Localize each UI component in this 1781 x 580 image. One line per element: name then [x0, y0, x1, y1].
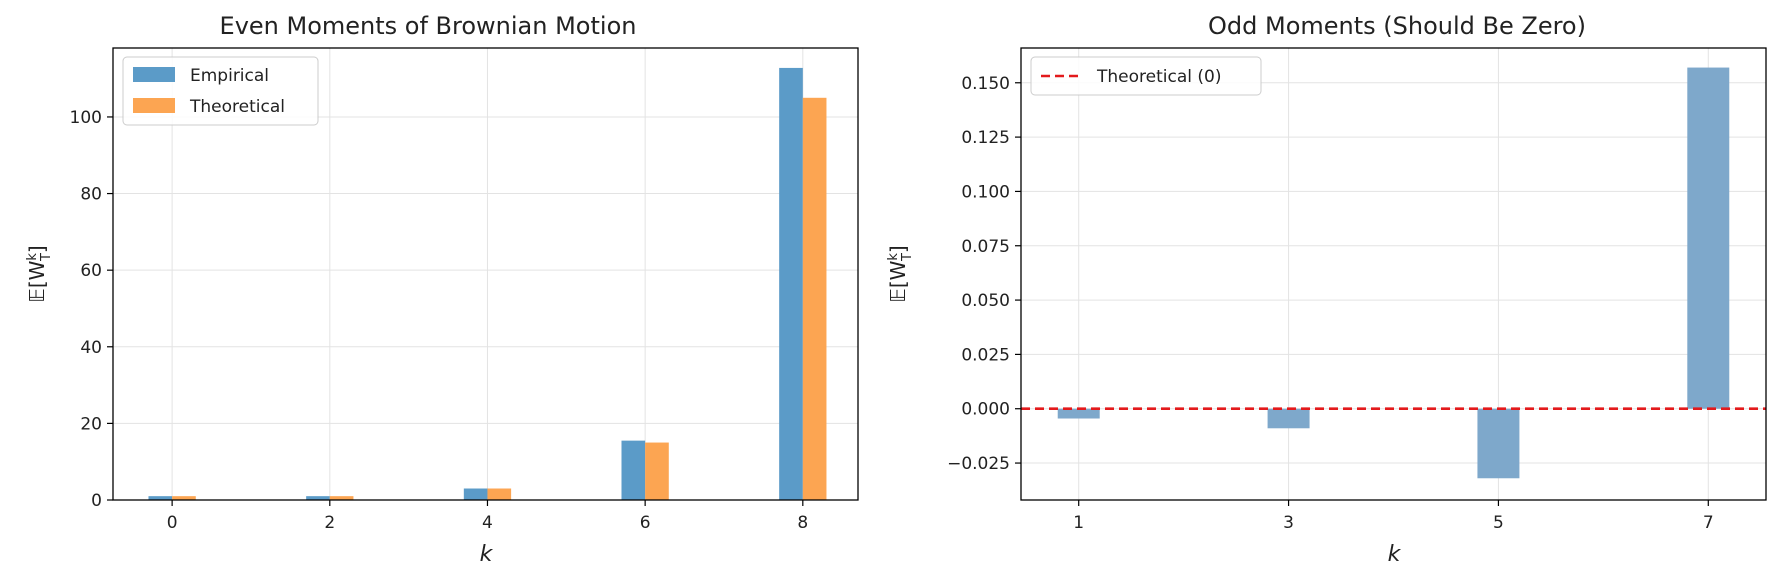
y-axis-label: 𝔼[WkT]: [886, 245, 915, 302]
x-tick-label: 7: [1703, 513, 1714, 533]
chart-title: Even Moments of Brownian Motion: [220, 12, 637, 40]
y-tick-label: 0.125: [961, 128, 1010, 148]
y-tick-label: 100: [70, 108, 102, 128]
y-tick-label: 20: [80, 414, 102, 434]
x-tick-label: 8: [797, 513, 808, 533]
x-tick-label: 0: [167, 513, 178, 533]
y-axis-label: 𝔼[WkT]: [25, 245, 54, 302]
legend-swatch-empirical: [133, 67, 175, 82]
bar-theoretical-k0: [172, 496, 196, 500]
x-tick-label: 1: [1073, 513, 1084, 533]
y-tick-label: 60: [80, 261, 102, 281]
y-tick-label: 40: [80, 338, 102, 358]
y-tick-label: 0.025: [961, 345, 1010, 365]
legend: Empirical Theoretical: [122, 56, 319, 126]
bar-empirical-k4: [463, 488, 488, 500]
bar-empirical-k3: [1267, 408, 1310, 429]
bar-theoretical-k6: [645, 442, 669, 500]
bar-theoretical-k8: [802, 97, 827, 501]
y-axis-ticks: −0.025 0.000 0.025 0.050 0.075 0.100 0.125 0.15…: [947, 74, 1021, 474]
x-axis-label: k: [480, 542, 494, 567]
y-tick-label: 0: [91, 491, 102, 511]
bar-empirical-k7: [1687, 67, 1730, 409]
plot-frame: [1020, 47, 1767, 501]
bar-empirical-k8: [779, 67, 803, 501]
y-tick-label: 0.000: [961, 400, 1010, 420]
legend-label-theoretical: Theoretical (0): [1096, 67, 1221, 87]
bar-empirical-k1: [1057, 408, 1100, 419]
y-tick-label: 0.075: [961, 237, 1010, 257]
x-tick-label: 2: [324, 513, 335, 533]
bar-theoretical-k2: [329, 496, 354, 500]
x-axis-ticks: 1 3 5 7: [1073, 500, 1714, 533]
legend-box: [1030, 56, 1262, 96]
legend-label-empirical: Empirical: [190, 66, 269, 86]
bars: [1057, 67, 1730, 479]
bar-empirical-k0: [148, 496, 173, 500]
bars: [148, 67, 827, 501]
y-axis-ticks: 0 20 40 60 80 100: [70, 108, 113, 511]
x-tick-label: 3: [1283, 513, 1294, 533]
legend: Theoretical (0): [1030, 56, 1262, 96]
y-tick-label: 0.100: [961, 182, 1010, 202]
odd-moments-chart: Odd Moments (Should Be Zero) 1 3 5 7 −0.025…: [886, 12, 1767, 567]
bar-empirical-k5: [1477, 408, 1520, 479]
even-moments-chart: Even Moments of Brownian Motion 0 2 4 6 8 0 2…: [25, 12, 859, 567]
bar-empirical-k6: [621, 440, 646, 500]
bar-theoretical-k4: [487, 488, 512, 500]
x-axis-ticks: 0 2 4 6 8: [167, 500, 808, 533]
plot-frame: [112, 47, 859, 501]
y-tick-label: −0.025: [947, 454, 1010, 474]
y-tick-label: 80: [80, 185, 102, 205]
chart-title: Odd Moments (Should Be Zero): [1208, 12, 1586, 40]
y-tick-label: 0.150: [961, 74, 1010, 94]
x-axis-label: k: [1388, 542, 1402, 567]
bar-empirical-k2: [306, 496, 330, 500]
y-tick-label: 0.050: [961, 291, 1010, 311]
x-tick-label: 6: [640, 513, 651, 533]
x-tick-label: 4: [482, 513, 493, 533]
gridlines: [1021, 48, 1766, 500]
legend-swatch-theoretical: [133, 98, 175, 113]
legend-label-theoretical: Theoretical: [189, 97, 285, 117]
x-tick-label: 5: [1493, 513, 1504, 533]
